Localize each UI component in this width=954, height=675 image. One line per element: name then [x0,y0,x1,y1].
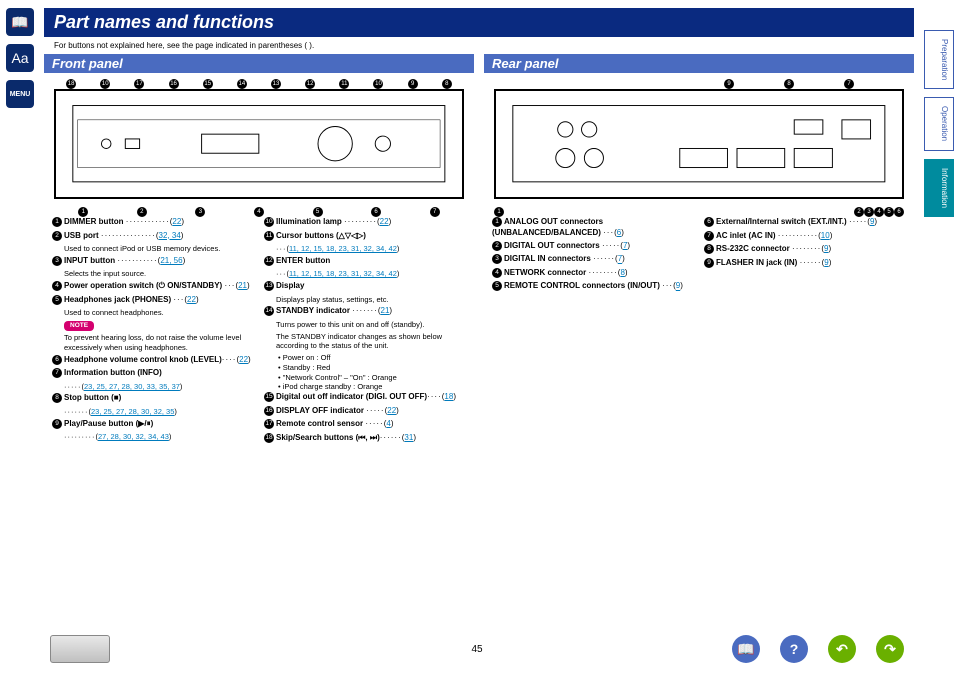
front-callouts-top: 1810171615141312111098 [44,79,474,89]
item-label: ENTER button [276,256,330,265]
footer: 45 📖 ? ↶ ↷ [0,629,954,669]
page-title: Part names and functions [44,8,914,37]
front-callouts-bottom: 1234567 [44,207,474,217]
bullet: Standby : Red [283,363,331,372]
menu-icon[interactable]: MENU [6,80,34,108]
page-link[interactable]: 23, 25, 27, 28, 30, 32, 35 [91,407,174,416]
page-link[interactable]: 22 [187,295,196,304]
item-label: USB port [64,231,99,240]
item-label: Headphones jack (PHONES) [64,295,171,304]
rear-device-diagram [494,89,904,199]
item-label: Digital out off indicator (DIGI. OUT OFF… [276,392,427,401]
bullet: iPod charge standby : Orange [283,382,383,391]
item-label: Display [276,281,304,290]
front-col1: 1DIMMER button ············(22) 2USB por… [52,217,254,446]
page-link[interactable]: 6 [617,228,621,237]
page-link[interactable]: 31 [404,433,413,442]
item-desc: Used to connect headphones. [64,308,254,318]
subtitle: For buttons not explained here, see the … [44,41,914,50]
item-label: Play/Pause button (▶/⏸) [64,419,153,428]
item-label: ANALOG OUT connectors (UNBALANCED/BALANC… [492,217,603,236]
page-link[interactable]: 22 [239,355,248,364]
front-heading: Front panel [44,54,474,73]
rear-callouts-bottom: 123456 [484,207,914,217]
bullet: Power on : Off [283,353,331,362]
page-number: 45 [471,644,482,655]
page-link[interactable]: 8 [620,268,624,277]
item-desc: Turns power to this unit on and off (sta… [276,320,466,330]
page-link[interactable]: 11, 12, 15, 18, 23, 31, 32, 34, 42 [289,244,397,253]
front-panel: Front panel 1810171615141312111098 [44,54,474,446]
item-label: Power operation switch (⏻ ON/STANDBY) [64,281,222,290]
item-label: Information button (INFO) [64,368,162,377]
page-link[interactable]: 9 [824,258,828,267]
footer-forward-icon[interactable]: ↷ [876,635,904,663]
rear-heading: Rear panel [484,54,914,73]
main-content: Part names and functions For buttons not… [40,0,924,446]
item-desc: Used to connect iPod or USB memory devic… [64,244,254,254]
item-label: DIMMER button [64,217,124,226]
footer-device-icon[interactable] [50,635,110,663]
footer-help-icon[interactable]: ? [780,635,808,663]
item-label: AC inlet (AC IN) [716,231,776,240]
bullet: "Network Control" – "On" : Orange [283,373,397,382]
aa-icon[interactable]: Aa [6,44,34,72]
item-desc: Selects the input source. [64,269,254,279]
item-label: Stop button (■) [64,394,121,403]
item-desc: The STANDBY indicator changes as shown b… [276,332,466,352]
page-link[interactable]: 22 [387,406,396,415]
item-label: Skip/Search buttons (⏮, ⏭) [276,433,380,442]
page-link[interactable]: 22 [172,217,181,226]
item-label: REMOTE CONTROL connectors (IN/OUT) [504,282,660,291]
page-link[interactable]: 21, 56 [160,256,182,265]
page-link[interactable]: 23, 25, 27, 28, 30, 33, 35, 37 [84,382,180,391]
book-icon[interactable]: 📖 [6,8,34,36]
rear-col2: 6External/Internal switch (EXT./INT.) ··… [704,217,906,295]
item-label: NETWORK connector [504,268,586,277]
note-badge: NOTE [64,321,94,331]
item-label: Cursor buttons (△▽◁▷) [276,231,366,240]
rear-callouts-top: 987 [484,79,914,89]
page-link[interactable]: 22 [380,217,389,226]
right-tabs: Preparation Operation Information [924,0,954,446]
item-desc: Displays play status, settings, etc. [276,295,466,305]
rear-panel: Rear panel 987 [484,54,914,446]
item-label: RS-232C connector [716,244,790,253]
footer-book-icon[interactable]: 📖 [732,635,760,663]
footer-back-icon[interactable]: ↶ [828,635,856,663]
front-device-diagram [54,89,464,199]
item-label: Remote control sensor [276,419,363,428]
page-link[interactable]: 27, 28, 30, 32, 34, 43 [98,432,169,441]
page-link[interactable]: 9 [824,244,828,253]
item-label: DIGITAL OUT connectors [504,241,600,250]
tab-operation[interactable]: Operation [924,97,954,150]
page-link[interactable]: 9 [676,282,680,291]
item-label: DIGITAL IN connectors [504,255,591,264]
item-label: FLASHER IN jack (IN) [716,258,797,267]
item-label: Illumination lamp [276,217,342,226]
tab-information[interactable]: Information [924,159,954,217]
rear-col1: 1ANALOG OUT connectors (UNBALANCED/BALAN… [492,217,694,295]
item-label: STANDBY indicator [276,306,350,315]
page-link[interactable]: 10 [821,231,830,240]
item-label: DISPLAY OFF indicator [276,406,364,415]
note-text: To prevent hearing loss, do not raise th… [64,333,254,353]
page-link[interactable]: 7 [623,241,627,250]
page-link[interactable]: 18 [444,392,453,401]
page-link[interactable]: 4 [386,419,390,428]
page-link[interactable]: 32, 34 [159,231,181,240]
page-link[interactable]: 21 [238,281,247,290]
item-label: Headphone volume control knob (LEVEL) [64,355,222,364]
tab-preparation[interactable]: Preparation [924,30,954,89]
page-link[interactable]: 11, 12, 15, 18, 23, 31, 32, 34, 42 [289,269,397,278]
front-col2: 10Illumination lamp ·········(22) 11Curs… [264,217,466,446]
item-label: INPUT button [64,256,115,265]
page-link[interactable]: 7 [618,255,622,264]
page-link[interactable]: 9 [870,217,874,226]
left-nav: 📖 Aa MENU [0,0,40,446]
item-label: External/Internal switch (EXT./INT.) [716,217,847,226]
page-link[interactable]: 21 [381,306,390,315]
